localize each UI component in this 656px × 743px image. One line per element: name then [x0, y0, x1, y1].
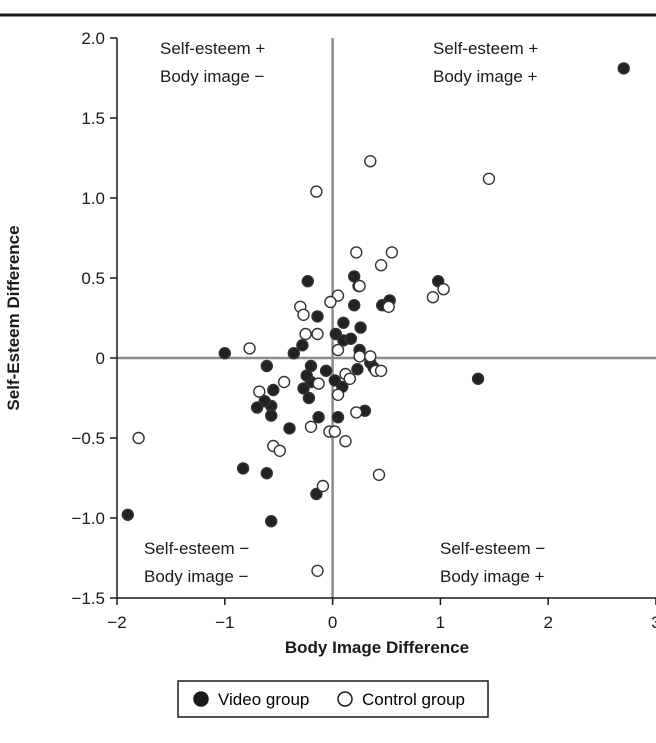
x-tick-label: 2	[543, 613, 552, 632]
video-group-point	[267, 383, 280, 397]
control-group-point	[372, 468, 386, 481]
x-tick-label: −2	[107, 613, 126, 632]
video-group-point	[310, 487, 323, 501]
control-group-point	[310, 185, 323, 198]
x-axis-title: Body Image Difference	[285, 638, 469, 657]
control-group-point	[385, 246, 399, 259]
video-group-point	[236, 462, 250, 475]
control-group-point	[374, 364, 388, 377]
control-group-point	[350, 406, 363, 419]
y-axis-ticks: 2.0 1.5 1.0 0.5 0 −0.5 −1.0 −1.5	[71, 29, 117, 608]
y-tick-label: 1.5	[81, 109, 105, 128]
y-tick-label: 0.5	[81, 269, 105, 288]
x-tick-label: 1	[436, 613, 445, 632]
video-group-point	[300, 369, 313, 382]
x-tick-label: −1	[215, 613, 234, 632]
quadrant-label-bottom-left-line2: Body image −	[144, 567, 248, 586]
video-group-point	[312, 411, 325, 424]
video-group-point	[348, 299, 361, 312]
quadrant-label-bottom-right-line2: Body image +	[440, 567, 544, 586]
data-points	[121, 62, 630, 577]
control-group-point	[304, 420, 318, 433]
video-group-point	[260, 467, 273, 480]
control-group-point	[299, 327, 312, 341]
legend-control-marker	[337, 691, 353, 707]
control-group-point	[374, 259, 388, 272]
control-group-point	[426, 291, 440, 304]
control-group-point	[382, 300, 395, 313]
y-tick-label: 2.0	[81, 29, 105, 48]
y-tick-label: 1.0	[81, 189, 105, 208]
video-group-point	[351, 363, 364, 376]
video-group-point	[617, 62, 630, 75]
control-group-point	[324, 295, 337, 309]
video-group-point	[250, 401, 264, 414]
quadrant-label-bottom-left-line1: Self-esteem −	[144, 539, 249, 558]
control-group-point	[311, 564, 324, 577]
control-group-point	[328, 425, 341, 438]
control-group-point	[273, 444, 286, 457]
x-tick-label: 0	[328, 613, 337, 632]
x-axis-ticks: −2 −1 0 1 2 3	[107, 598, 656, 632]
legend-video-marker	[193, 691, 209, 707]
control-group-point	[331, 388, 345, 401]
legend: Video group Control group	[177, 680, 489, 718]
control-group-point	[364, 154, 377, 168]
video-group-point	[265, 409, 278, 422]
video-group-point	[319, 364, 333, 377]
video-group-point	[301, 275, 314, 288]
control-group-point	[339, 435, 352, 448]
control-group-point	[316, 479, 330, 493]
y-tick-label: 0	[96, 349, 105, 368]
x-tick-label: 3	[651, 613, 656, 632]
video-group-point	[328, 374, 341, 387]
quadrant-label-bottom-right-line1: Self-esteem −	[440, 539, 545, 558]
control-group-point	[353, 279, 366, 293]
legend-box	[177, 680, 489, 718]
video-group-point	[331, 411, 345, 424]
video-group-point	[302, 391, 316, 405]
control-group-point	[312, 377, 325, 390]
control-group-point	[253, 385, 266, 398]
control-group-point	[311, 327, 324, 341]
y-axis-title: Self-Esteem Difference	[4, 225, 23, 410]
legend-video-label: Video group	[218, 690, 309, 709]
quadrant-label-top-right-line1: Self-esteem +	[433, 39, 538, 58]
video-group-point	[471, 372, 485, 385]
control-group-point	[277, 375, 291, 389]
y-tick-label: −1.5	[71, 589, 105, 608]
quadrant-label-top-right-line2: Body image +	[433, 67, 537, 86]
video-group-point	[265, 515, 278, 528]
video-group-point	[287, 347, 300, 360]
video-group-point	[297, 382, 310, 395]
video-group-point	[121, 508, 135, 521]
control-group-point	[353, 350, 366, 363]
video-group-point	[354, 321, 367, 334]
control-group-point	[243, 342, 256, 355]
video-group-point	[344, 332, 358, 345]
video-group-point	[260, 359, 273, 373]
control-group-point	[331, 343, 345, 357]
legend-control-label: Control group	[362, 690, 465, 709]
control-group-point	[350, 246, 363, 259]
video-group-point	[337, 316, 350, 329]
quadrant-label-top-left-line1: Self-esteem +	[160, 39, 265, 58]
video-group-point	[296, 339, 309, 352]
control-group-point	[364, 350, 377, 363]
control-group-point	[482, 172, 496, 186]
control-group-point	[297, 308, 310, 321]
control-group-point	[343, 372, 356, 385]
control-group-point	[437, 283, 450, 296]
y-tick-label: −0.5	[71, 429, 105, 448]
zero-lines	[117, 38, 656, 598]
quadrant-label-top-left-line2: Body image −	[160, 67, 264, 86]
y-tick-label: −1.0	[71, 509, 105, 528]
axes	[116, 38, 656, 599]
video-group-point	[283, 422, 296, 435]
video-group-point	[311, 310, 324, 323]
control-group-point	[132, 431, 145, 445]
video-group-point	[218, 347, 232, 360]
